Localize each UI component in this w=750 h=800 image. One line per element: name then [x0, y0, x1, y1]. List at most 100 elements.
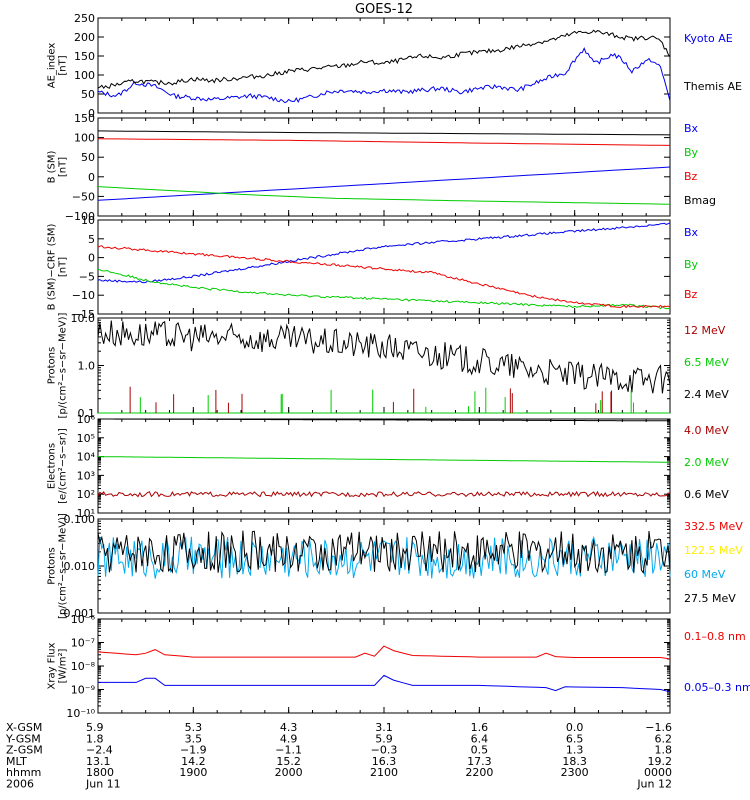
y-tick-label: −15 [72, 308, 95, 321]
x-axis-row-label: Z-GSM [6, 744, 43, 757]
y-tick-label: 5 [88, 233, 95, 246]
y-axis-label: [e/(cm²−s−sr)] [58, 428, 69, 504]
y-tick-label: 0.1 [78, 407, 96, 420]
panel-frame [97, 418, 671, 514]
y-axis-label: Xray Flux [47, 642, 58, 689]
legend-entry: 60 MeV [684, 568, 726, 581]
legend-entry: 332.5 MeV [684, 520, 743, 533]
x-axis-row-value: 4.9 [280, 732, 298, 745]
legend-entry: 4.0 MeV [684, 424, 729, 437]
chart-title: GOES-12 [355, 2, 413, 17]
legend-entry: 0.1–0.8 nm [684, 630, 746, 643]
x-axis-row-value: 1.6 [471, 721, 489, 734]
y-tick-label: 250 [74, 12, 95, 25]
series-line [97, 530, 671, 575]
y-tick-label: 10 [81, 214, 95, 227]
legend-entry: Kyoto AE [684, 32, 733, 45]
panel-frame [97, 618, 671, 714]
x-axis-row-value: 13.1 [86, 755, 111, 768]
panel-bcrf: −15 −10 −5 0 5 10 B (SM)−CRF (SM) [nT] Bx By Bz [47, 214, 699, 321]
legend-entry: 2.0 MeV [684, 456, 729, 469]
y-tick-label: 150 [74, 112, 95, 125]
panel-electrons: 10¹ 10² 10³ 10⁴ 10⁵ 10⁶ Electrons [e/(cm²−s−sr)… [47, 413, 730, 520]
series-line [97, 645, 671, 660]
x-axis-row-label: Y-GSM [5, 732, 41, 745]
y-tick-label: 10⁻⁸ [71, 660, 96, 673]
y-tick-label: 10⁵ [77, 432, 95, 445]
panel-xray: 10⁻¹⁰ 10⁻⁹ 10⁻⁸ 10⁻⁷ 10⁻⁶ Xray Flux [W/m²] 0.1–… [47, 613, 750, 720]
x-axis-row-value: 2100 [370, 766, 398, 779]
y-tick-label: −100 [65, 210, 95, 223]
series-line [97, 222, 671, 284]
y-tick-label: 50 [81, 151, 95, 164]
x-axis-row-value: 6.2 [655, 732, 673, 745]
y-tick-label: −50 [72, 190, 95, 203]
y-axis-label: AE_index [47, 43, 58, 89]
y-axis-label: [p/(cm²−s−sr−MeV)] [58, 312, 69, 418]
x-axis-row-label: hhmm [6, 766, 41, 779]
legend-entry: 6.5 MeV [684, 356, 729, 369]
x-axis-row-value: 15.2 [276, 755, 301, 768]
series-line [97, 29, 671, 90]
x-axis-row-value: 2000 [275, 766, 303, 779]
x-axis-row-value: 16.3 [372, 755, 397, 768]
y-tick-label: −10 [72, 289, 95, 302]
y-axis-label: Protons [47, 347, 58, 384]
y-tick-label: 10⁻⁶ [71, 613, 96, 626]
x-axis-row-value: 2300 [561, 766, 589, 779]
x-axis-row-value: 14.2 [181, 755, 206, 768]
series-line [97, 130, 671, 136]
series-line [97, 268, 671, 310]
x-axis-row-value: 1.8 [655, 744, 673, 757]
panel-ae: 0 50 100 150 200 250 AE_index [nT] Kyoto AE Themi… [47, 12, 742, 120]
series-line [97, 245, 671, 309]
legend-entry: 0.05–0.3 nm [684, 681, 750, 694]
y-tick-label: 0.010 [64, 560, 96, 573]
legend-entry: Themis AE [683, 80, 742, 93]
x-axis-row-value: 5.9 [86, 721, 104, 734]
y-tick-label: 10.0 [71, 312, 96, 325]
y-tick-label: 10⁻¹⁰ [66, 707, 95, 720]
x-axis-row-value: 6.5 [566, 732, 584, 745]
series-line [97, 46, 671, 104]
legend-entry: 12 MeV [684, 324, 726, 337]
legend-entry: Bz [684, 288, 698, 301]
panel-bsm: −100 −50 0 50 100 150 B (SM) [nT] Bx By Bz Bmag [47, 112, 717, 223]
x-axis-row-value: 18.3 [562, 755, 587, 768]
x-axis-row-value: Jun 11 [85, 778, 121, 791]
y-axis-label: [nT] [58, 55, 69, 75]
x-axis-row-value: 0000 [644, 766, 672, 779]
series-line [98, 456, 671, 463]
y-tick-label: 1.0 [78, 360, 96, 373]
y-axis-label: [p/(cm²−s−sr−MeV)] [58, 513, 69, 619]
series-line [97, 166, 671, 201]
panel-frame [97, 317, 671, 414]
legend-entry: By [684, 258, 699, 271]
x-axis-row-value: 2200 [465, 766, 493, 779]
y-tick-label: 10⁻⁹ [71, 684, 95, 697]
x-axis-row-label: X-GSM [6, 721, 42, 734]
x-axis-row-value: 1.8 [86, 732, 104, 745]
y-tick-label: 50 [81, 88, 95, 101]
y-tick-label: 10³ [77, 469, 95, 482]
series-line [97, 535, 671, 579]
legend-entry: Bx [684, 122, 699, 135]
y-axis-label: Electrons [47, 443, 58, 489]
x-axis-row-label: 2006 [6, 778, 34, 791]
panel-protons2: 0.001 0.010 0.100 Protons [p/(cm²−s−sr−MeV)]… [47, 513, 744, 620]
legend-entry: 2.4 MeV [684, 388, 729, 401]
x-axis-row-value: 3.1 [375, 721, 393, 734]
x-axis-row-value: 4.3 [280, 721, 298, 734]
x-axis-row-value: −2.4 [86, 744, 113, 757]
panel-protons1: 0.1 1.0 10.0 Protons [p/(cm²−s−sr−MeV)] 12 Me… [47, 312, 730, 420]
x-axis-row-value: 17.3 [467, 755, 492, 768]
x-axis-row-value: −1.9 [180, 744, 207, 757]
legend-entry: Bz [684, 170, 698, 183]
y-tick-label: 10² [77, 488, 95, 501]
x-axis-row-value: 1800 [86, 766, 114, 779]
legend-entry: 27.5 MeV [684, 592, 736, 605]
y-axis-label: B (SM) [47, 150, 58, 183]
x-axis-row-value: 5.9 [375, 732, 393, 745]
series-line [97, 320, 671, 394]
